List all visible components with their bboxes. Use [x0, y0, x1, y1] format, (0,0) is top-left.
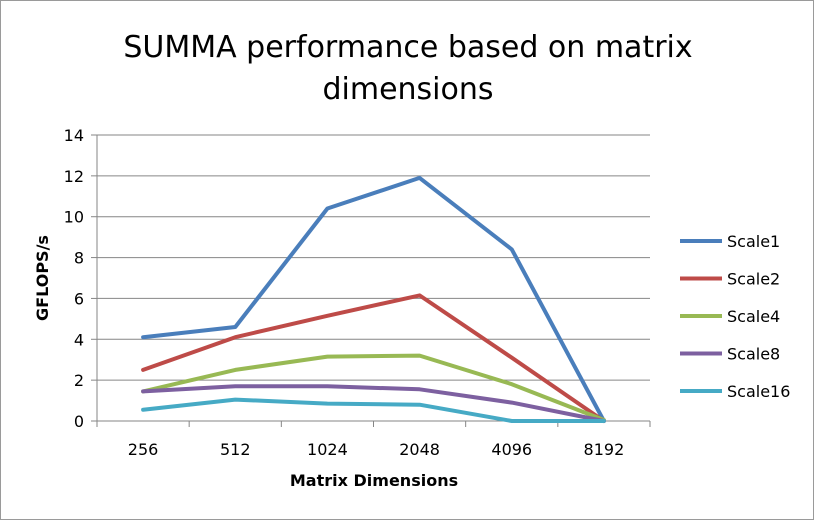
x-tick-label: 512: [220, 440, 251, 459]
y-tick-label: 14: [64, 126, 84, 145]
series-line-scale8: [141, 384, 606, 423]
series-line-scale1: [141, 175, 606, 423]
y-tick-label: 2: [74, 371, 84, 390]
series-line-scale2: [141, 293, 606, 423]
y-tick-label: 6: [74, 289, 84, 308]
series-line-scale4: [141, 353, 606, 422]
legend-label: Scale1: [727, 232, 780, 251]
y-tick-labels: 0 2 4 6 8 10 12 14: [64, 126, 84, 431]
chart-title-line-1: SUMMA performance based on matrix: [123, 30, 692, 65]
legend-label: Scale8: [727, 345, 780, 364]
y-tick-label: 10: [64, 208, 84, 227]
chart-title-line-2: dimensions: [322, 72, 493, 107]
x-tick-label: 2048: [399, 440, 440, 459]
legend-label: Scale2: [727, 270, 780, 289]
y-tick-label: 8: [74, 249, 84, 268]
y-axis-title: GFLOPS/s: [33, 235, 52, 321]
series-lines: [141, 175, 606, 423]
y-tick-label: 4: [74, 330, 84, 349]
legend: Scale1 Scale2 Scale4 Scale8 Scale16: [680, 232, 790, 401]
x-tick-label: 4096: [491, 440, 532, 459]
legend-label: Scale16: [727, 382, 790, 401]
x-tick-label: 8192: [584, 440, 625, 459]
gridlines: [97, 134, 650, 381]
legend-label: Scale4: [727, 307, 780, 326]
x-tick-labels: 256 512 1024 2048 4096 8192: [128, 440, 624, 459]
y-tick-label: 0: [74, 412, 84, 431]
series-line-scale16: [141, 397, 606, 423]
x-tick-label: 1024: [307, 440, 348, 459]
y-tick-label: 12: [64, 167, 84, 186]
x-tick-label: 256: [128, 440, 159, 459]
x-axis-title: Matrix Dimensions: [290, 471, 458, 490]
